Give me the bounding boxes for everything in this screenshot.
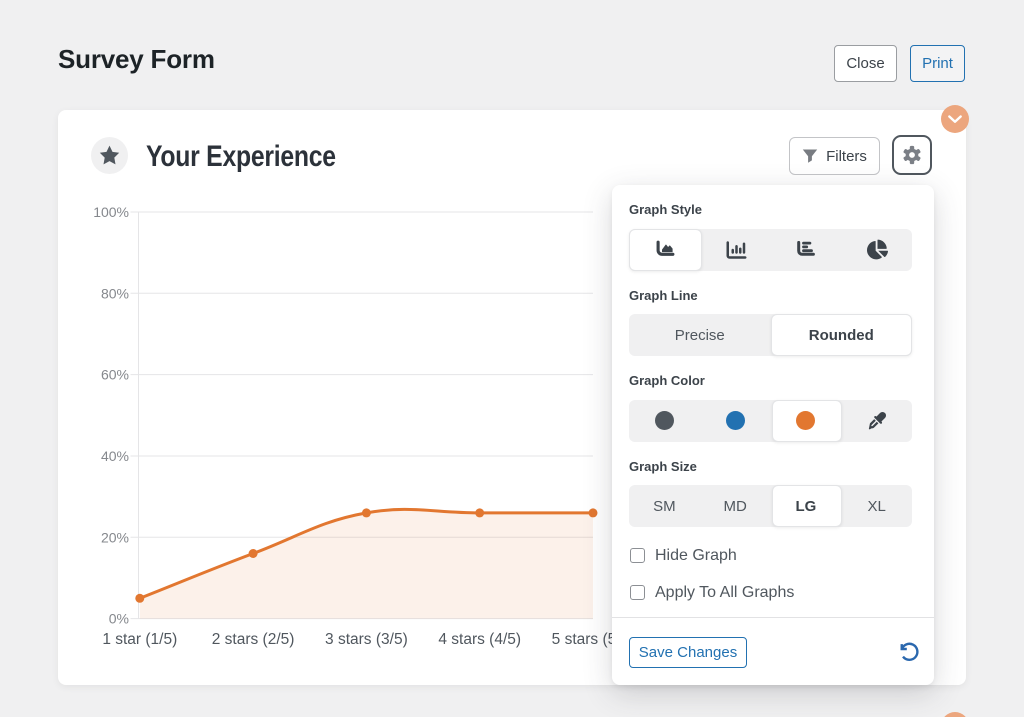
svg-text:40%: 40% <box>101 448 129 464</box>
svg-text:20%: 20% <box>101 529 129 545</box>
svg-text:0%: 0% <box>109 611 129 627</box>
svg-text:100%: 100% <box>93 204 129 220</box>
svg-text:80%: 80% <box>101 285 129 301</box>
svg-text:60%: 60% <box>101 367 129 383</box>
svg-text:4 stars (4/5): 4 stars (4/5) <box>438 631 521 648</box>
svg-text:1 star (1/5): 1 star (1/5) <box>102 631 177 648</box>
svg-text:2 stars (2/5): 2 stars (2/5) <box>212 631 295 648</box>
svg-text:3 stars (3/5): 3 stars (3/5) <box>325 631 408 648</box>
